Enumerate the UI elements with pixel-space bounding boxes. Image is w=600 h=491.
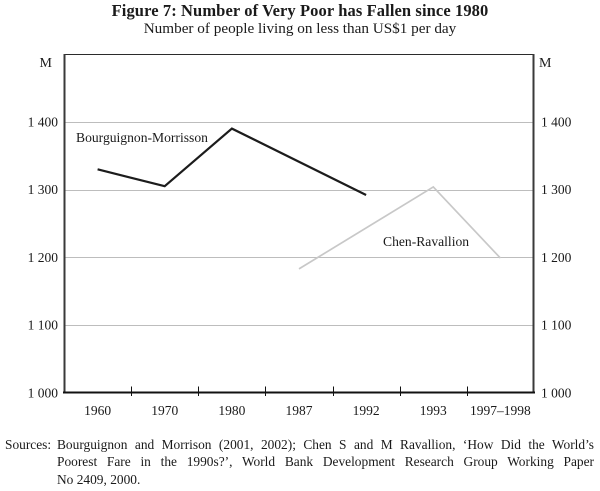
- sources-body: Bourguignon and Morrison (2001, 2002); C…: [57, 436, 594, 488]
- y-axis-label-left-1000: 1 000: [28, 386, 59, 401]
- figure-title: Figure 7: Number of Very Poor has Fallen…: [111, 1, 489, 20]
- figure-subtitle: Number of people living on less than US$…: [143, 20, 457, 37]
- y-axis-label-right-1400: 1 400: [541, 114, 572, 129]
- y-axis-unit-right: M: [539, 56, 552, 71]
- x-axis-label-1997-1998: 1997–1998: [470, 403, 531, 418]
- sources-line-1: Bourguignon and Morrison (2001, 2002); C…: [57, 437, 594, 452]
- x-axis-label-1992: 1992: [353, 403, 380, 418]
- series-line-chen-ravallion: [298, 185, 502, 270]
- line-chart: 1 000 1 000 1 100 1 100 1 200 1 200 1 300 1 300…: [28, 53, 572, 418]
- y-axis-unit-left: M: [40, 56, 53, 71]
- y-axis-label-left-1100: 1 100: [28, 318, 59, 333]
- y-axis-label-right-1100: 1 100: [541, 318, 572, 333]
- x-axis-label-1960: 1960: [84, 403, 111, 418]
- x-axis-label-1980: 1980: [218, 403, 245, 418]
- x-axis-label-1993: 1993: [420, 403, 447, 418]
- series-label-chen-ravallion: Chen-Ravallion: [383, 234, 470, 249]
- sources-note: Sources: Bourguignon and Morrison (2001,…: [5, 436, 594, 488]
- series-line-bourguignon-morrisson: [97, 127, 367, 196]
- sources-line-3: No 2409, 2000.: [57, 471, 141, 487]
- y-axis-label-right-1200: 1 200: [541, 250, 572, 265]
- series-label-bourguignon-morrisson: Bourguignon-Morrisson: [76, 130, 208, 145]
- x-axis-label-1970: 1970: [151, 403, 178, 418]
- y-axis-label-left-1400: 1 400: [28, 114, 59, 129]
- sources-label: Sources:: [5, 437, 52, 452]
- y-axis-label-right-1300: 1 300: [541, 182, 572, 197]
- y-axis-label-left-1200: 1 200: [28, 250, 59, 265]
- y-axis-label-left-1300: 1 300: [28, 182, 59, 197]
- y-axis-label-right-1000: 1 000: [541, 386, 572, 401]
- sources-line-2: Poorest Fare in the 1990s?’, World Bank …: [57, 454, 594, 470]
- x-axis-label-1987: 1987: [286, 403, 313, 418]
